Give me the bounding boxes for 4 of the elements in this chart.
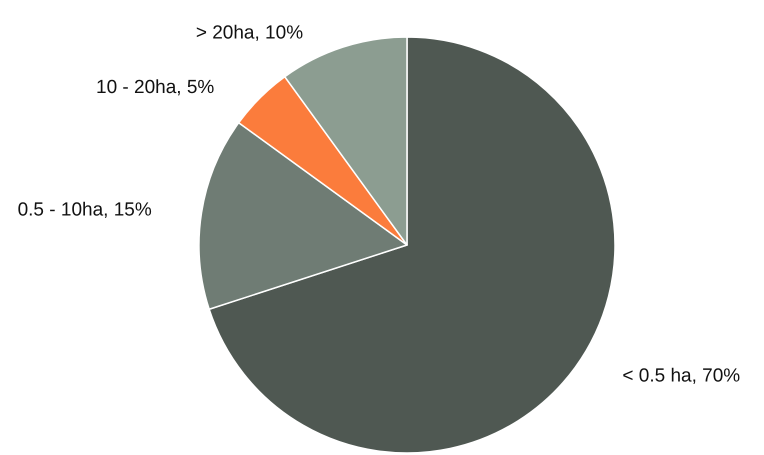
slice-label: 10 - 20ha, 5% (96, 76, 214, 98)
slice-label: > 20ha, 10% (196, 22, 304, 44)
slice-label: < 0.5 ha, 70% (622, 366, 740, 387)
slice-label: 0.5 - 10ha, 15% (18, 200, 152, 221)
